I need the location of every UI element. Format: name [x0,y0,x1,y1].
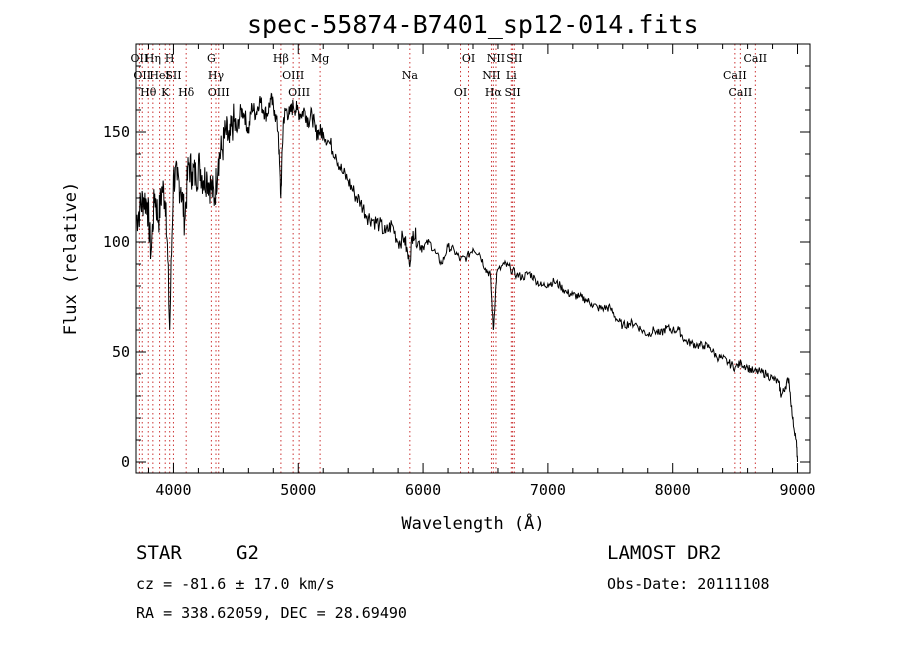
line-label: SII [504,86,520,99]
line-label: Hδ [178,86,195,99]
line-label: Hγ [208,69,225,82]
x-tick-label: 4000 [155,481,191,499]
x-tick-label: 7000 [530,481,566,499]
line-label: CaII [723,69,747,82]
line-label: CaII [729,86,753,99]
axes: 4000 5000 6000 7000 8000 9000 0 50 100 150 Wavelen… [61,43,816,534]
line-label: CaII [743,52,767,65]
line-label: NII [482,69,500,82]
y-tick-label: 150 [103,123,130,141]
y-tick-label: 50 [112,343,130,361]
spectrum-curve [135,92,798,463]
line-label: OII [133,69,151,82]
x-tick-label: 5000 [280,481,316,499]
x-axis-label: Wavelength (Å) [401,512,544,534]
line-label: Na [402,69,419,82]
line-label: OIII [208,86,230,99]
line-label: Mg [311,52,329,65]
line-label: OI [454,86,467,99]
line-label: HeI [149,69,169,82]
y-tick-label: 0 [121,453,130,471]
line-label: Li [506,69,517,82]
y-tick-label: 100 [103,233,130,251]
plot-frame [135,43,811,474]
line-label: Hα [485,86,503,99]
line-label: Hη [145,52,161,65]
line-label: K [161,86,170,99]
line-label: SII [165,69,181,82]
x-tick-label: 9000 [779,481,815,499]
line-label: G [207,52,216,65]
line-markers [138,44,756,473]
line-label: SII [506,52,522,65]
y-axis-label: Flux (relative) [61,182,81,336]
line-label: OII [131,52,149,65]
x-tick-label: 8000 [655,481,691,499]
observation-date: Obs-Date: 20111108 [607,575,770,593]
line-label: OIII [288,86,310,99]
line-labels: OII OII Hθ Hη HeI K H SII Hδ G Hγ OIII Hβ OIII OIII Mg N… [131,52,768,99]
line-label: OIII [282,69,304,82]
line-label: OI [462,52,475,65]
coordinates-readout: RA = 338.62059, DEC = 28.69490 [136,604,407,622]
x-tick-label: 6000 [405,481,441,499]
chart-title: spec-55874-B7401_sp12-014.fits [247,10,699,39]
line-label: Hθ [140,86,157,99]
line-label: Hβ [273,52,289,65]
object-class: STAR [136,542,182,564]
survey-name: LAMOST DR2 [607,542,722,564]
object-subclass: G2 [236,542,259,564]
line-label: NII [487,52,505,65]
redshift-readout: cz = -81.6 ± 17.0 km/s [136,575,335,593]
line-label: H [165,52,175,65]
